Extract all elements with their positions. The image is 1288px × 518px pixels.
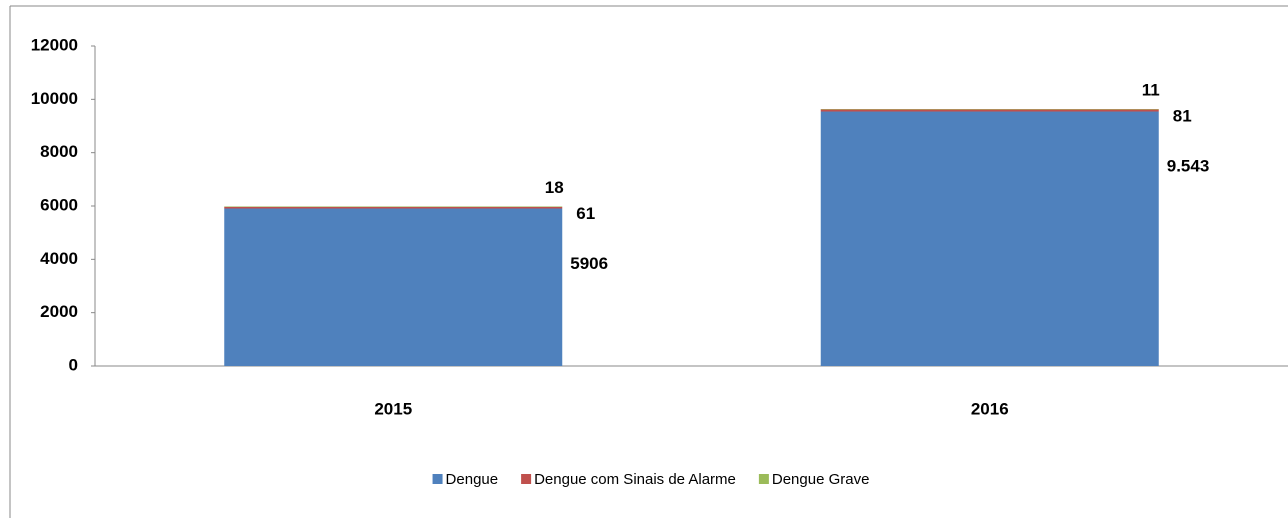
y-tick-label: 4000 [40, 249, 78, 268]
bar-segment [820, 109, 1159, 110]
y-tick-label: 8000 [40, 142, 78, 161]
bar-segment [224, 206, 563, 209]
legend-label: Dengue [446, 471, 499, 488]
legend-label: Dengue com Sinais de Alarme [534, 471, 736, 488]
x-tick-label: 2015 [374, 399, 412, 418]
bar-segment [224, 208, 563, 366]
legend-label: Dengue Grave [772, 471, 870, 488]
data-label: 81 [1173, 107, 1192, 126]
data-label: 9.543 [1167, 157, 1210, 176]
x-tick-label: 2016 [971, 399, 1009, 418]
data-label: 5906 [570, 254, 608, 273]
bar-segment [820, 109, 1159, 112]
y-tick-label: 0 [69, 355, 78, 374]
data-label: 61 [576, 204, 595, 223]
y-tick-label: 10000 [31, 89, 78, 108]
y-tick-label: 6000 [40, 195, 78, 214]
bar-segment [224, 206, 563, 207]
y-tick-label: 2000 [40, 302, 78, 321]
data-label: 18 [545, 178, 564, 197]
legend-swatch [521, 474, 532, 484]
bar-segment [820, 111, 1159, 367]
y-tick-label: 12000 [31, 35, 78, 54]
legend-swatch [758, 474, 769, 484]
data-label: 11 [1142, 81, 1160, 100]
legend-swatch [432, 474, 443, 484]
